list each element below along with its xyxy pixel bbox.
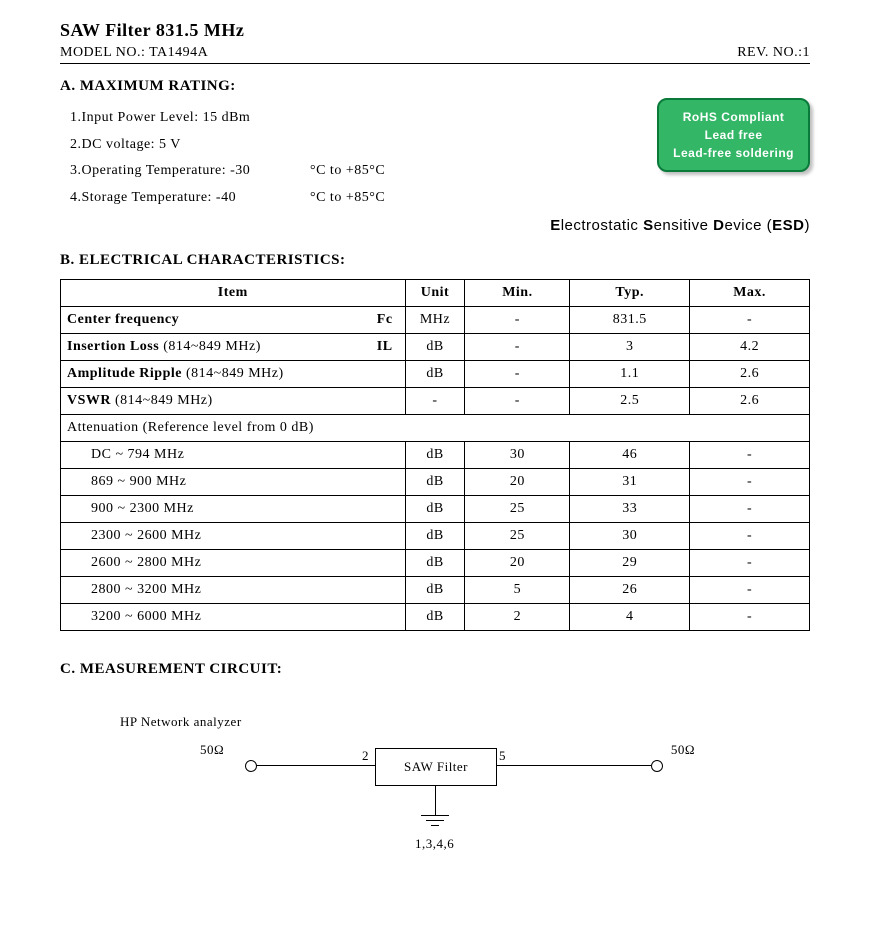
table-row: Amplitude Ripple (814~849 MHz)dB-1.12.6	[61, 361, 810, 388]
right-impedance: 50Ω	[671, 742, 695, 758]
rating-label: 3.Operating Temperature: -30	[70, 158, 310, 185]
section-b-title: B. ELECTRICAL CHARACTERISTICS:	[60, 252, 810, 269]
rating-extra: °C to +85°C	[310, 158, 385, 185]
spec-table: Item Unit Min. Typ. Max. Center frequenc…	[60, 279, 810, 631]
model-number: MODEL NO.: TA1494A	[60, 45, 208, 61]
th-max: Max.	[690, 280, 810, 307]
pin-right: 5	[499, 748, 506, 764]
attenuation-header-row: Attenuation (Reference level from 0 dB)	[61, 415, 810, 442]
table-row: DC ~ 794 MHzdB3046-	[61, 442, 810, 469]
th-min: Min.	[465, 280, 570, 307]
table-row: 900 ~ 2300 MHzdB2533-	[61, 496, 810, 523]
attenuation-header: Attenuation (Reference level from 0 dB)	[61, 415, 810, 442]
section-a: A. MAXIMUM RATING: 1.Input Power Level: …	[60, 78, 810, 211]
circuit-diagram: 50Ω 50Ω 2 SAW Filter 5 1,3,4,6	[155, 740, 715, 880]
table-row: 3200 ~ 6000 MHzdB24-	[61, 604, 810, 631]
pin-left: 2	[362, 748, 369, 764]
rating-item: 4.Storage Temperature: -40 °C to +85°C	[70, 185, 810, 212]
table-row: 2600 ~ 2800 MHzdB2029-	[61, 550, 810, 577]
esd-notice: Electrostatic Sensitive Device (ESD)	[60, 217, 810, 234]
saw-filter-box: SAW Filter	[375, 748, 497, 786]
ground-pins: 1,3,4,6	[415, 836, 454, 852]
table-row: 2800 ~ 3200 MHzdB526-	[61, 577, 810, 604]
page-title: SAW Filter 831.5 MHz	[60, 20, 810, 41]
rating-label: 1.Input Power Level: 15 dBm	[70, 105, 310, 132]
table-row: Center frequencyFcMHz-831.5-	[61, 307, 810, 334]
th-item: Item	[61, 280, 406, 307]
section-a-title: A. MAXIMUM RATING:	[60, 78, 810, 95]
wire	[435, 785, 436, 815]
table-row: 2300 ~ 2600 MHzdB2530-	[61, 523, 810, 550]
ground-symbol	[431, 825, 439, 826]
badge-line: RoHS Compliant	[673, 108, 794, 126]
rohs-badge: RoHS Compliant Lead free Lead-free solde…	[657, 98, 810, 172]
badge-line: Lead free	[673, 126, 794, 144]
rev-number: REV. NO.:1	[737, 45, 810, 61]
ground-symbol	[421, 815, 449, 816]
table-row: Insertion Loss (814~849 MHz)ILdB-34.2	[61, 334, 810, 361]
right-node	[651, 760, 663, 772]
table-row: 869 ~ 900 MHzdB2031-	[61, 469, 810, 496]
section-c-title: C. MEASUREMENT CIRCUIT:	[60, 661, 810, 678]
th-unit: Unit	[405, 280, 465, 307]
badge-line: Lead-free soldering	[673, 144, 794, 162]
left-node	[245, 760, 257, 772]
wire	[256, 765, 375, 766]
table-row: VSWR (814~849 MHz)--2.52.6	[61, 388, 810, 415]
table-header-row: Item Unit Min. Typ. Max.	[61, 280, 810, 307]
wire	[496, 765, 651, 766]
th-typ: Typ.	[570, 280, 690, 307]
left-impedance: 50Ω	[200, 742, 224, 758]
rating-extra: °C to +85°C	[310, 185, 385, 212]
rating-label: 4.Storage Temperature: -40	[70, 185, 310, 212]
analyzer-label: HP Network analyzer	[120, 714, 810, 730]
model-rev-row: MODEL NO.: TA1494A REV. NO.:1	[60, 45, 810, 64]
ground-symbol	[426, 820, 444, 821]
section-c: C. MEASUREMENT CIRCUIT: HP Network analy…	[60, 661, 810, 880]
rating-label: 2.DC voltage: 5 V	[70, 132, 310, 159]
